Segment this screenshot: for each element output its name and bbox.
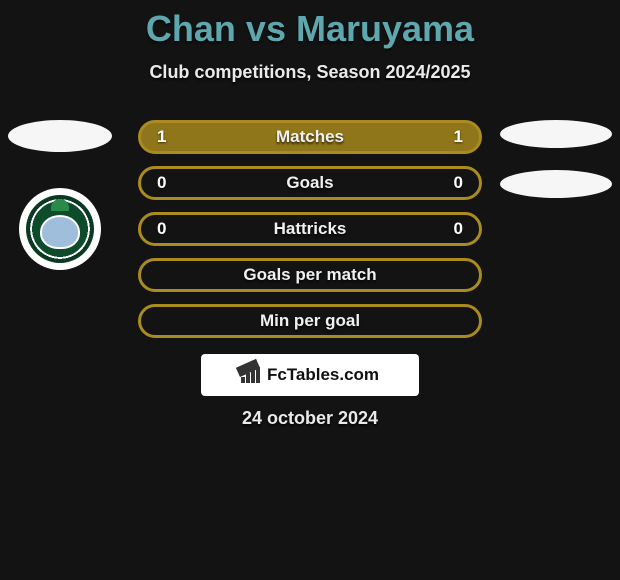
- stat-row: Goals per match: [138, 258, 482, 292]
- left-club-badge: [19, 188, 101, 270]
- chart-bars-icon: [241, 367, 261, 383]
- stat-label: Min per goal: [141, 311, 479, 331]
- right-player-col: [500, 120, 612, 198]
- stats-rows: 1Matches10Goals00Hattricks0Goals per mat…: [138, 120, 482, 338]
- stat-right-value: 0: [454, 173, 463, 193]
- stat-label: Hattricks: [141, 219, 479, 239]
- shield-icon: [26, 195, 94, 263]
- right-flag-icon: [500, 120, 612, 148]
- stat-right-value: 0: [454, 219, 463, 239]
- subtitle: Club competitions, Season 2024/2025: [0, 62, 620, 83]
- stat-right-value: 1: [454, 127, 463, 147]
- right-club-flag-icon: [500, 170, 612, 198]
- left-player-col: [8, 120, 112, 270]
- stat-row: 1Matches1: [138, 120, 482, 154]
- stat-label: Matches: [141, 127, 479, 147]
- date-text: 24 october 2024: [0, 408, 620, 429]
- stat-row: Min per goal: [138, 304, 482, 338]
- stat-row: 0Hattricks0: [138, 212, 482, 246]
- page-title: Chan vs Maruyama: [0, 0, 620, 50]
- left-flag-icon: [8, 120, 112, 152]
- brand-text: FcTables.com: [267, 365, 379, 385]
- stat-label: Goals: [141, 173, 479, 193]
- stat-row: 0Goals0: [138, 166, 482, 200]
- stat-label: Goals per match: [141, 265, 479, 285]
- brand-bar: FcTables.com: [201, 354, 419, 396]
